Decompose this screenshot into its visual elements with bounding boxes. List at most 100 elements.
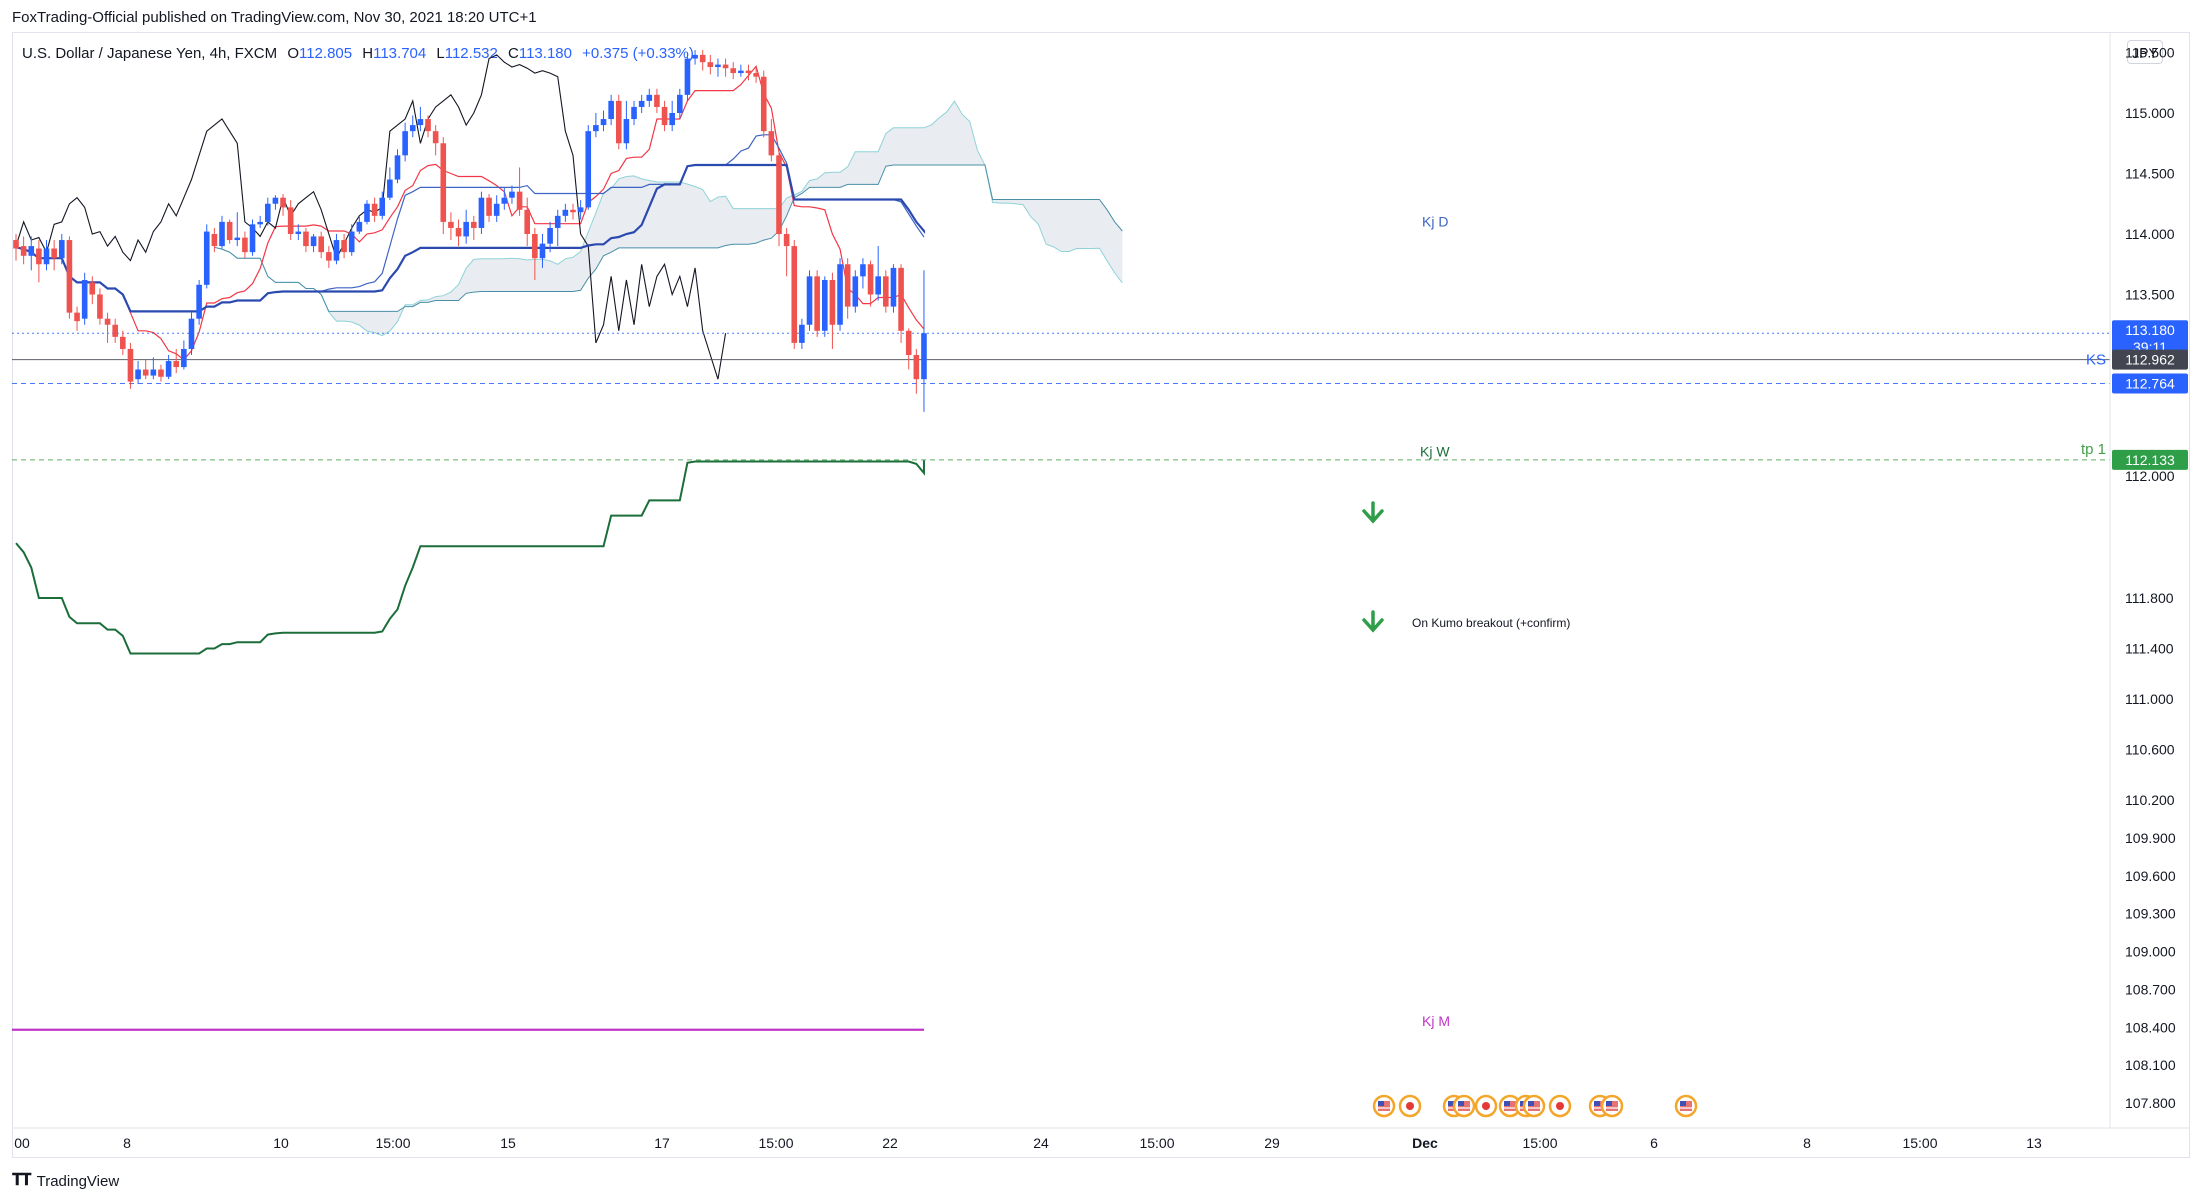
- price-tick-label: 109.000: [2125, 944, 2176, 960]
- price-tick-label: 115.000: [2125, 105, 2175, 121]
- candle-body: [181, 348, 187, 368]
- candle-body: [463, 221, 469, 237]
- candle-body: [387, 179, 393, 198]
- tradingview-brand[interactable]: 𝐓𝐓 TradingView: [12, 1172, 119, 1190]
- candle-body: [806, 276, 813, 325]
- high-label: H: [362, 45, 374, 62]
- open-value: 112.805: [298, 45, 353, 62]
- candle-body: [768, 131, 775, 156]
- candle-body: [493, 203, 500, 216]
- price-tick-label: 110.200: [2125, 792, 2175, 808]
- candle-body: [409, 125, 416, 132]
- open-label: O: [287, 45, 299, 62]
- time-tick-label: 29: [1264, 1135, 1280, 1151]
- candle-body: [287, 207, 294, 234]
- candle-body: [104, 318, 111, 325]
- time-tick-label: 00: [14, 1135, 30, 1151]
- price-label-last-value: 113.180: [2125, 322, 2175, 338]
- time-tick-label: 13: [2026, 1135, 2042, 1151]
- time-tick-label: 15:00: [375, 1135, 410, 1151]
- candle-body: [394, 155, 401, 180]
- price-tick-label: 109.600: [2125, 868, 2176, 884]
- candle-body: [371, 203, 378, 216]
- price-tick-label: 110.600: [2125, 742, 2175, 758]
- candle-body: [623, 119, 630, 144]
- published-by-text: FoxTrading-Official published on Trading…: [12, 9, 537, 26]
- candle-body: [89, 282, 96, 295]
- senkou-span-b-line: [214, 164, 1123, 312]
- kumo-cloud: [214, 101, 1123, 336]
- time-tick-label: 15:00: [1522, 1135, 1557, 1151]
- candle-body: [20, 246, 27, 256]
- candle-body: [883, 276, 889, 307]
- price-tick-label: 108.700: [2125, 981, 2176, 997]
- candle-body: [242, 237, 248, 253]
- candle-body: [608, 100, 614, 120]
- economic-event-jp-icon: [1548, 1094, 1572, 1118]
- price-tick-label: 107.800: [2125, 1095, 2176, 1111]
- candle-body: [36, 248, 42, 265]
- candle-body: [852, 276, 859, 307]
- candle-body: [211, 234, 218, 247]
- candle-body: [158, 369, 164, 377]
- candle-body: [699, 54, 706, 63]
- candle-body: [341, 240, 347, 253]
- candle-body: [135, 369, 141, 380]
- annotation-label: On Kumo breakout (+confirm): [1412, 616, 1570, 630]
- candle-body: [547, 227, 553, 244]
- candle-body: [66, 240, 73, 313]
- price-label-ks-box: [2112, 349, 2188, 370]
- annotation-label: Kj W: [1420, 443, 1450, 459]
- candle-body: [661, 106, 668, 126]
- currency-unit-button[interactable]: JPY: [2127, 40, 2163, 64]
- economic-event-jp-icon: [1398, 1094, 1422, 1118]
- candle-body: [913, 355, 920, 380]
- price-line-tag-ks: KS: [2086, 352, 2106, 369]
- candle-body: [295, 231, 302, 234]
- candle-body: [593, 125, 599, 132]
- economic-event-us-icon: [1452, 1094, 1476, 1118]
- candle-body: [303, 231, 309, 247]
- candle-body: [478, 197, 485, 228]
- price-tick-label: 115.500: [2125, 45, 2175, 61]
- price-tick-label: 109.300: [2125, 906, 2176, 922]
- candle-body: [684, 58, 691, 95]
- time-tick-label: 22: [882, 1135, 898, 1151]
- candle-body: [562, 209, 569, 216]
- candle-body: [280, 197, 286, 208]
- candle-body: [379, 197, 386, 216]
- candle-body: [196, 284, 202, 319]
- candle-body: [257, 221, 263, 225]
- candle-body: [814, 276, 820, 331]
- price-tick-label: 113.500: [2125, 287, 2175, 303]
- candle-body: [615, 100, 622, 144]
- candle-body: [112, 324, 118, 337]
- candle-body: [28, 246, 35, 256]
- candle-body: [455, 227, 462, 237]
- high-value: 113.704: [373, 45, 427, 62]
- candle-body: [905, 330, 912, 355]
- candle-body: [539, 243, 546, 259]
- candle-body: [532, 234, 538, 259]
- candle-body: [692, 54, 698, 59]
- tenkan-sen-line: [15, 65, 925, 361]
- price-label-tp-box: [2112, 449, 2188, 470]
- candle-body: [486, 197, 492, 216]
- time-tick-label: 8: [1803, 1135, 1811, 1151]
- change-value: +0.375 (+0.33%): [582, 45, 694, 62]
- time-tick-label: 17: [654, 1135, 670, 1151]
- candle-body: [799, 324, 805, 343]
- tradingview-logo-icon: 𝐓𝐓: [12, 1172, 32, 1189]
- candle-body: [509, 191, 515, 198]
- candle-body: [43, 248, 50, 265]
- economic-event-jp-icon: [1474, 1094, 1498, 1118]
- candle-body: [432, 131, 439, 144]
- candle-body: [417, 119, 424, 126]
- candle-body: [890, 267, 897, 307]
- candle-body: [173, 361, 180, 368]
- candle-body: [425, 119, 431, 132]
- candle-body: [577, 207, 584, 213]
- economic-event-us-icon: [1600, 1094, 1624, 1118]
